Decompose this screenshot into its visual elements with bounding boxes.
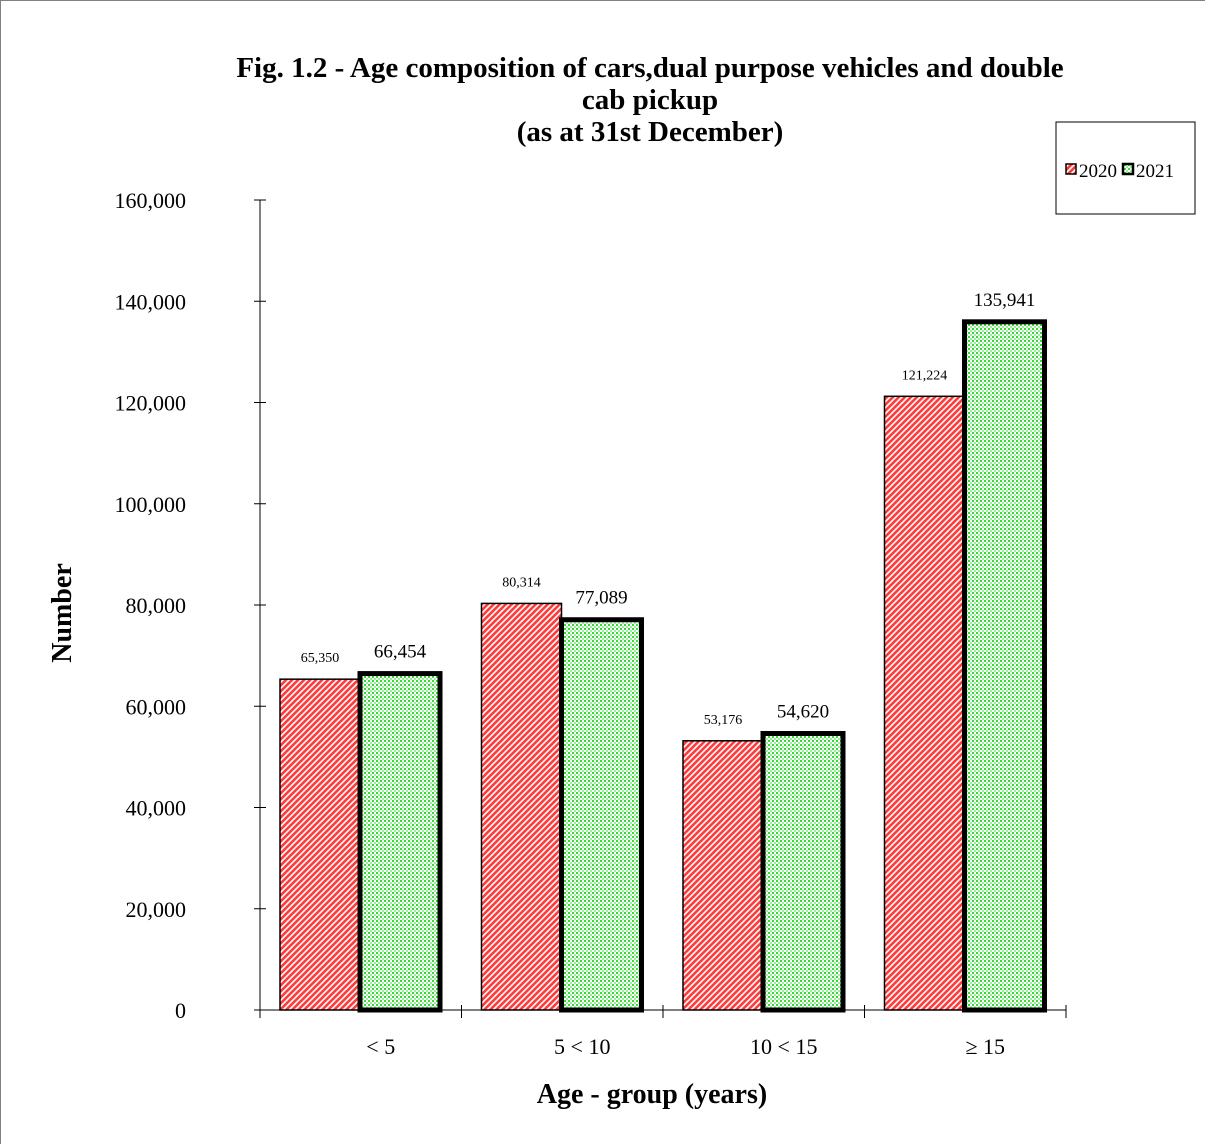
- chart-title-line-1: Fig. 1.2 - Age composition of cars,dual …: [236, 52, 1064, 84]
- x-category-label: 5 < 10: [554, 1034, 610, 1059]
- y-tick-label: 140,000: [115, 289, 187, 314]
- x-category-label: ≥ 15: [965, 1034, 1005, 1059]
- data-label-2020-4: 121,224: [902, 368, 948, 383]
- bar-2020-4: [883, 395, 966, 1011]
- bar-2021-1: [357, 671, 443, 1013]
- bar-2020-2: [480, 602, 563, 1011]
- data-label-2020-2: 80,314: [502, 575, 541, 590]
- y-tick-label: 80,000: [126, 593, 187, 618]
- bars: [279, 319, 1047, 1013]
- chart-title: Fig. 1.2 - Age composition of cars,dual …: [150, 52, 1150, 148]
- y-tick-label: 160,000: [115, 188, 187, 213]
- y-ticks: 0 20,000 40,000 60,000 80,000 100,000 120,000 1…: [115, 188, 266, 1023]
- legend: 2020 2021: [1055, 121, 1196, 215]
- category-labels: < 5 5 < 10 10 < 15 ≥ 15: [366, 1034, 1005, 1059]
- data-label-2021-2: 77,089: [575, 588, 627, 609]
- chart-title-line-2: cab pickup: [581, 84, 719, 116]
- bar-2021-4: [962, 319, 1047, 1013]
- data-label-2021-4: 135,941: [974, 290, 1036, 311]
- y-tick-label: 20,000: [126, 897, 187, 922]
- bar-2021-2: [559, 617, 644, 1013]
- data-label-2021-1: 66,454: [374, 642, 427, 663]
- x-category-label: < 5: [366, 1034, 395, 1059]
- y-tick-label: 100,000: [115, 492, 187, 517]
- legend-swatch-2020: [1065, 163, 1077, 175]
- y-tick-label: 60,000: [126, 694, 187, 719]
- data-label-2020-3: 53,176: [704, 713, 743, 728]
- data-label-2021-3: 54,620: [777, 701, 829, 722]
- value-labels: 65,350 80,314 53,176 121,224 66,454 77,089 54,…: [301, 290, 1036, 728]
- bar-2020-3: [682, 740, 764, 1011]
- x-axis-title: Age - group (years): [537, 1079, 767, 1110]
- legend-swatch-2021: [1121, 162, 1135, 176]
- x-ticks: [259, 1005, 1067, 1018]
- y-tick-label: 0: [175, 998, 186, 1023]
- data-label-2020-1: 65,350: [301, 651, 340, 666]
- y-tick-label: 120,000: [115, 391, 187, 416]
- chart-title-line-3: (as at 31st December): [516, 116, 784, 148]
- legend-label-2021: 2021: [1136, 161, 1174, 182]
- bar-2020-1: [279, 678, 361, 1011]
- y-tick-label: 40,000: [126, 796, 187, 821]
- bar-2021-3: [760, 730, 846, 1013]
- y-axis-title: Number: [47, 563, 78, 663]
- x-category-label: 10 < 15: [750, 1034, 817, 1059]
- legend-label-2020: 2020: [1079, 161, 1117, 182]
